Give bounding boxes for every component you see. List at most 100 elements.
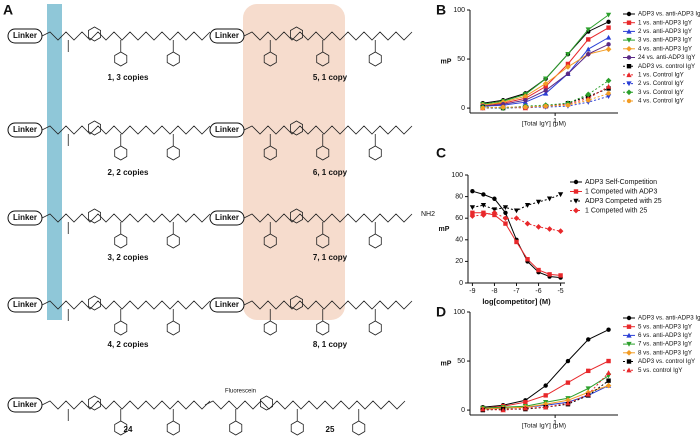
legend-marker — [626, 349, 632, 356]
marker — [565, 61, 571, 67]
marker — [565, 380, 571, 385]
legend-label: 8 vs. anti-ADP3 IgY — [638, 349, 692, 356]
legend-label: 5 vs. control IgY — [638, 367, 682, 374]
ring — [368, 145, 382, 161]
ring — [114, 51, 128, 67]
legend-marker — [626, 64, 632, 69]
legend-marker — [573, 207, 579, 214]
legend-marker — [626, 45, 632, 52]
marker — [503, 210, 508, 215]
marker — [557, 228, 564, 235]
legend-label: 1 Competed with ADP3 — [585, 188, 657, 195]
piperazine-ring — [88, 295, 101, 311]
marker — [543, 76, 549, 82]
x-tick-label: -8 — [491, 288, 497, 295]
ring — [352, 420, 366, 436]
x-axis-label: log[competitor] (M) — [482, 297, 551, 306]
marker — [543, 383, 548, 388]
linker-label: Linker — [13, 125, 37, 134]
marker — [469, 213, 476, 219]
ring — [166, 145, 180, 161]
marker — [523, 400, 528, 405]
ring — [263, 51, 277, 67]
legend-marker — [626, 20, 632, 25]
marker — [565, 51, 571, 57]
y-tick-label: 60 — [455, 215, 463, 222]
x-tick-label: -9 — [469, 288, 475, 295]
compound-caption: 7, 1 copy — [313, 253, 348, 262]
linker-label: Linker — [13, 213, 37, 222]
marker — [502, 205, 509, 211]
marker — [565, 400, 571, 406]
x-tick-label: -6 — [535, 288, 541, 295]
ring — [368, 320, 382, 336]
marker — [605, 77, 612, 84]
marker — [469, 205, 476, 211]
compound-caption: 3, 2 copies — [108, 253, 149, 262]
ring — [368, 233, 382, 249]
marker — [546, 196, 553, 202]
ring — [114, 420, 128, 436]
marker — [557, 192, 564, 198]
y-tick-label: 100 — [453, 309, 465, 316]
linker-label: Linker — [215, 31, 239, 40]
legend-label: 2 vs. anti-ADP3 IgY — [638, 28, 692, 35]
linker-label: Linker — [215, 300, 239, 309]
marker — [480, 212, 487, 218]
marker — [514, 239, 519, 245]
piperazine-ring — [290, 26, 303, 42]
marker — [480, 105, 486, 111]
marker — [500, 104, 506, 110]
ring — [290, 420, 304, 436]
compound-caption: 24 — [124, 425, 133, 434]
panel-label: D — [436, 304, 446, 320]
backbone — [204, 400, 406, 410]
x-tick-label: 1 — [553, 118, 557, 125]
compound-caption: 4, 2 copies — [108, 340, 149, 349]
marker — [606, 25, 611, 30]
legend-label: 3 vs. anti-ADP3 IgY — [638, 37, 692, 44]
marker — [543, 103, 548, 109]
marker — [480, 203, 487, 208]
linker-label: Linker — [13, 300, 37, 309]
piperazine-ring — [290, 208, 303, 224]
legend-label: 1 vs. Control IgY — [638, 72, 684, 79]
y-tick-label: 20 — [455, 258, 463, 265]
ring — [263, 320, 277, 336]
dye-label: Fluorescein — [225, 389, 256, 395]
ring — [166, 233, 180, 249]
y-tick-label: 0 — [459, 280, 463, 287]
legend-marker — [626, 89, 632, 96]
x-axis-label: [Total IgY] (μM) — [522, 423, 566, 430]
ring — [166, 51, 180, 67]
marker — [565, 71, 571, 76]
marker — [565, 64, 571, 70]
marker — [546, 226, 553, 232]
marker — [565, 358, 571, 364]
marker — [524, 203, 531, 208]
backbone — [243, 213, 413, 223]
marker — [565, 397, 571, 404]
legend-marker — [626, 332, 632, 338]
marker — [543, 88, 548, 93]
ring — [114, 145, 128, 161]
legend-marker — [626, 324, 632, 329]
legend-marker — [573, 198, 579, 204]
marker — [586, 51, 591, 57]
y-tick-label: 50 — [457, 358, 465, 365]
ring — [316, 51, 330, 67]
marker — [503, 221, 508, 226]
y-tick-label: 0 — [461, 105, 465, 112]
legend-label: 7 vs. anti-ADP3 IgY — [638, 341, 692, 348]
panel-label: A — [3, 2, 13, 18]
ring — [316, 233, 330, 249]
marker — [606, 19, 611, 24]
legend-marker — [626, 72, 632, 78]
amine-label: NH2 — [421, 211, 435, 218]
marker — [605, 12, 612, 18]
x-tick-label: 1 — [553, 420, 557, 427]
y-tick-label: 100 — [453, 7, 465, 14]
marker — [500, 407, 506, 413]
series-line — [472, 190, 561, 279]
